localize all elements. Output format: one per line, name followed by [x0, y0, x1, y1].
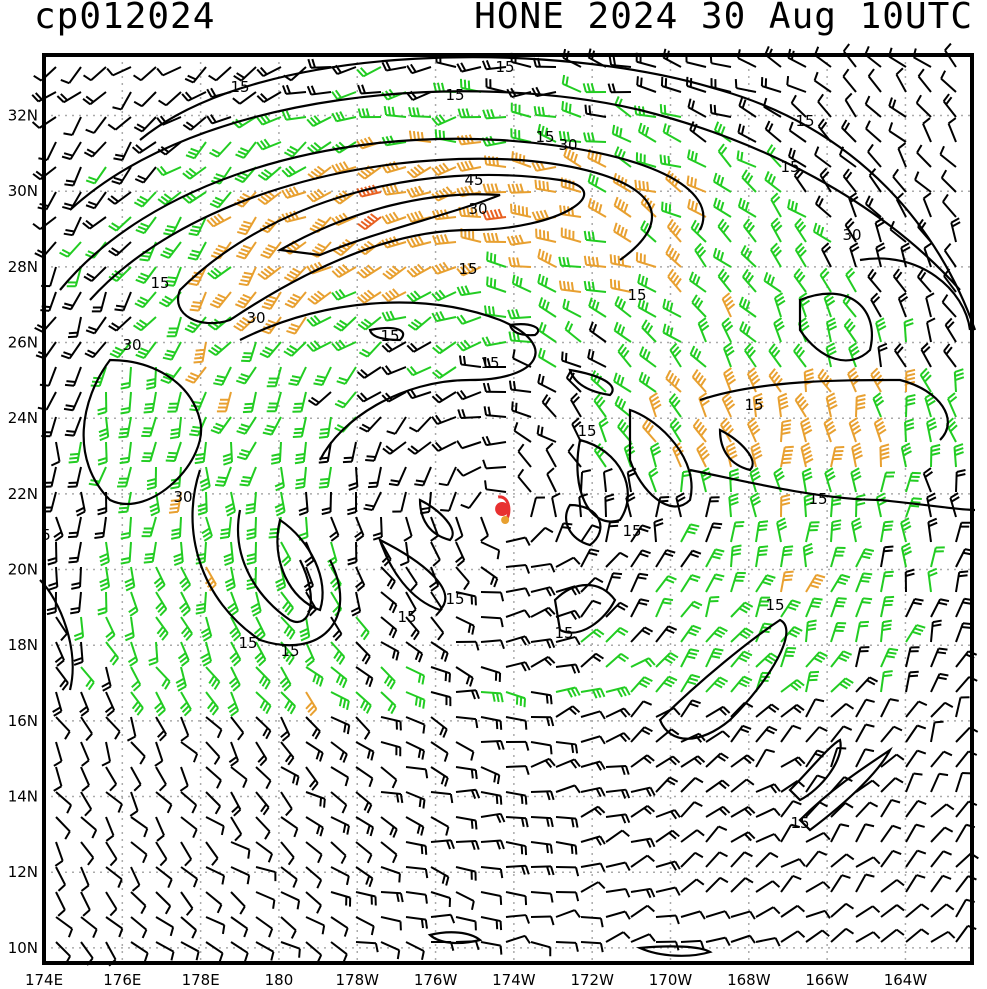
contour-label: 15 [445, 590, 464, 608]
lon-label: 168W [727, 971, 771, 989]
contour-label: 15 [780, 158, 799, 176]
lat-label: 20N [8, 561, 38, 579]
contour-label: 15 [238, 634, 257, 652]
wind-barbs [31, 42, 979, 967]
lat-label: 14N [8, 788, 38, 806]
contour-label: 15 [622, 522, 641, 540]
lon-label: 174E [25, 971, 63, 989]
lat-label: 32N [8, 107, 38, 125]
lon-label: 170W [649, 971, 693, 989]
contour-label: 15 [808, 490, 827, 508]
contour-label: 30 [122, 336, 141, 354]
lat-label: 28N [8, 258, 38, 276]
contour-label: 30 [842, 226, 861, 244]
lon-label: 178W [336, 971, 380, 989]
lat-label: 22N [8, 485, 38, 503]
contour-label: 15 [480, 354, 499, 372]
contour-label: 15 [554, 624, 573, 642]
contour-labels: 15 15 15 15 15 15 15 15 15 15 15 15 15 15 15 15 15 15 15 15… [41, 58, 861, 832]
lat-label: 12N [8, 863, 38, 881]
contour-label: 15 [380, 327, 399, 345]
lon-label: 172W [570, 971, 614, 989]
contour-label: 30 [558, 136, 577, 154]
contour-label: 15 [765, 596, 784, 614]
lon-label: 176W [414, 971, 458, 989]
lon-label: 174W [492, 971, 536, 989]
lon-label: 166W [805, 971, 849, 989]
contour-label: 15 [280, 642, 299, 660]
contour-label: 15 [790, 814, 809, 832]
longitude-labels: 174E 176E 178E 180 178W 176W 174W 172W 170W 168W 1… [25, 971, 927, 989]
contour-label: 45 [464, 171, 483, 189]
contour-label: 15 [744, 396, 763, 414]
contour-label: 15 [445, 86, 464, 104]
lat-label: 10N [8, 939, 38, 957]
lat-label: 18N [8, 636, 38, 654]
lon-label: 164W [884, 971, 928, 989]
lat-label: 16N [8, 712, 38, 730]
lat-label: 26N [8, 334, 38, 352]
contour-label: 15 [577, 422, 596, 440]
contour-label: 15 [150, 274, 169, 292]
lat-label: 24N [8, 409, 38, 427]
lon-label: 180 [265, 971, 294, 989]
contour-label: 15 [458, 260, 477, 278]
latitude-labels: 32N 30N 28N 26N 24N 22N 20N 18N 16N 14N 12N 10N [8, 107, 38, 957]
contour-label: 15 [795, 112, 814, 130]
contour-label: 30 [173, 488, 192, 506]
contour-label: 15 [627, 286, 646, 304]
storm-center-marker [495, 495, 511, 525]
isotach-contours [39, 56, 977, 957]
graticule-grid [43, 55, 972, 963]
storm-id-title: cp012024 [34, 0, 216, 37]
lat-label: 30N [8, 182, 38, 200]
contour-label: 15 [495, 58, 514, 76]
contour-label: 15 [535, 128, 554, 146]
lon-label: 178E [182, 971, 220, 989]
contour-label: 15 [397, 608, 416, 626]
storm-time-title: HONE 2024 30 Aug 10UTC [474, 0, 973, 37]
contour-label: 15 [230, 78, 249, 96]
contour-label: 30 [468, 200, 487, 218]
lon-label: 176E [103, 971, 141, 989]
contour-label: 30 [246, 309, 265, 327]
map-frame [42, 53, 974, 965]
